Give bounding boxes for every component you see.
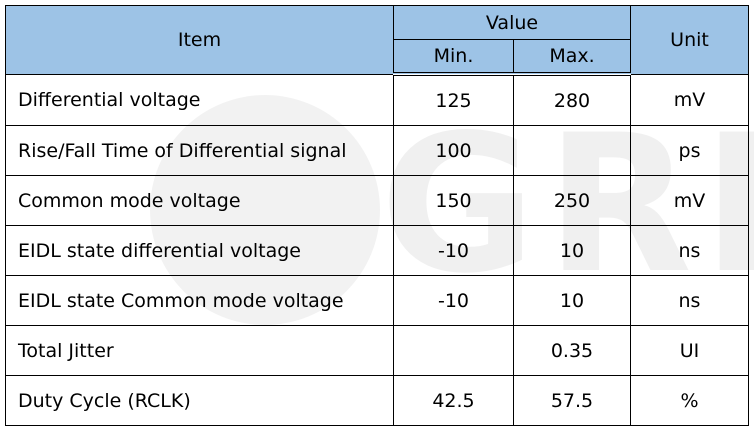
cell-min: -10 [393, 225, 514, 276]
cell-unit: ps [630, 125, 749, 176]
cell-item: EIDL state Common mode voltage [5, 275, 394, 326]
cell-max: 280 [513, 73, 631, 126]
cell-unit: ns [630, 275, 749, 326]
cell-item: Duty Cycle (RCLK) [5, 375, 394, 426]
cell-min: 150 [393, 175, 514, 226]
table-row: EIDL state Common mode voltage -10 10 ns [5, 275, 749, 326]
cell-item: Total Jitter [5, 325, 394, 376]
cell-max: 10 [513, 225, 631, 276]
cell-item: Common mode voltage [5, 175, 394, 226]
table-row: Common mode voltage 150 250 mV [5, 175, 749, 226]
cell-item: Differential voltage [5, 73, 394, 126]
cell-unit: mV [630, 175, 749, 226]
cell-unit: mV [630, 73, 749, 126]
table-row: Duty Cycle (RCLK) 42.5 57.5% [5, 375, 749, 426]
table-row: Differential voltage 125 280 mV [5, 73, 749, 126]
header-value: Value [393, 5, 631, 40]
cell-max: 57.5 [513, 375, 631, 426]
cell-max: 0.35 [513, 325, 631, 376]
table-body: Differential voltage 125 280 mV Rise/Fall Ti… [5, 73, 749, 426]
table-row: Rise/Fall Time of Differential signal 100… [5, 125, 749, 176]
cell-min: 42.5 [393, 375, 514, 426]
cell-min [393, 325, 514, 376]
cell-item: Rise/Fall Time of Differential signal [5, 125, 394, 176]
cell-item: EIDL state differential voltage [5, 225, 394, 276]
cell-max: 250 [513, 175, 631, 226]
cell-min: -10 [393, 275, 514, 326]
header-item: Item [5, 5, 394, 75]
cell-min: 100 [393, 125, 514, 176]
header-min: Min. [393, 39, 514, 76]
cell-max [513, 125, 631, 176]
cell-unit: % [630, 375, 749, 426]
table-row: Total Jitter 0.35 UI [5, 325, 749, 376]
table-row: EIDL state differential voltage -10 10 ns [5, 225, 749, 276]
header-unit: Unit [630, 5, 749, 75]
cell-min: 125 [393, 73, 514, 126]
spec-table: Item Value Unit Min. Max. Differential v… [5, 5, 749, 426]
cell-max: 10 [513, 275, 631, 326]
cell-unit: ns [630, 225, 749, 276]
header-max: Max. [513, 39, 631, 76]
cell-unit: UI [630, 325, 749, 376]
